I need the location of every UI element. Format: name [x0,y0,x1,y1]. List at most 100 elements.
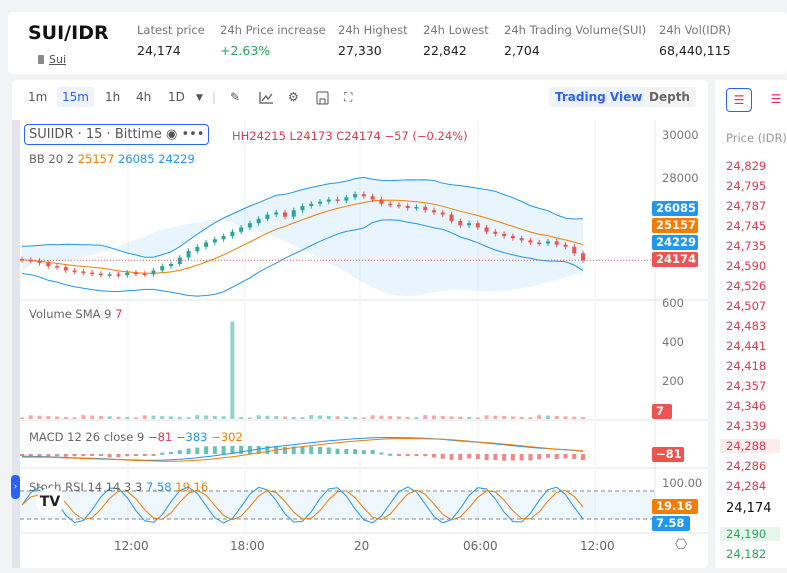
more-icon[interactable]: ••• [181,127,205,142]
candle [370,196,375,200]
volume-bar [28,415,33,419]
volume-bar [177,416,182,419]
indicator-icon[interactable] [259,91,274,104]
macd-histogram-bar [353,449,358,454]
candle [335,199,340,201]
macd-histogram-bar [125,454,130,457]
stat-low: 24h Lowest 22,842 [423,23,489,58]
ask-row[interactable]: 24,507 [726,299,767,313]
price-axis-label: 30000 [662,128,699,142]
candle [502,233,507,237]
ask-row[interactable]: 24,735 [726,239,767,253]
ask-row[interactable]: 24,346 [726,399,767,413]
chevron-down-icon[interactable]: ▼ [196,93,203,103]
volume-axis-label: 600 [662,296,684,310]
macd-histogram-bar [440,454,445,459]
volume-bar [423,415,428,419]
macd-histogram-bar [265,446,270,454]
volume-bar [204,415,209,419]
ask-row[interactable]: 24,418 [726,359,767,373]
macd-histogram-bar [204,446,209,454]
time-axis-label: 06:00 [463,539,498,553]
tab-trading-view[interactable]: Trading View [549,87,649,107]
volume-bar [239,417,244,419]
volume-bar [396,416,401,419]
candle [221,236,226,240]
interval-15m[interactable]: 15m [57,87,94,107]
coin-link[interactable]: Sui [38,53,66,66]
ask-row[interactable]: 24,441 [726,339,767,353]
chart-settings-icon[interactable]: ⎔ [675,537,688,553]
macd-histogram-bar [256,446,261,454]
candle [414,207,419,209]
interval-1h[interactable]: 1h [105,90,121,104]
ask-row[interactable]: 24,590 [726,259,767,273]
ask-row[interactable]: 24,745 [726,219,767,233]
ask-row[interactable]: 24,795 [726,179,767,193]
volume-bar [186,417,191,419]
tab-depth[interactable]: Depth [643,87,696,107]
candle [353,194,358,198]
candle [318,201,323,204]
bid-row[interactable]: 24,182 [726,547,767,561]
candle [98,273,103,276]
order-book: ☰ ☰ Price (IDR) 24,829 24,795 24,787 24,745… [715,80,787,568]
coin-name[interactable]: Sui [49,53,67,66]
volume-bar [370,415,375,419]
fullscreen-icon[interactable]: ⛶ [344,90,353,104]
ask-row[interactable]: 24,483 [726,319,767,333]
candle [160,266,165,271]
volume-bar [563,416,568,419]
ask-row[interactable]: 24,286 [726,459,767,473]
ask-row[interactable]: 24,829 [726,159,767,173]
macd-histogram-bar [545,454,550,458]
bb-lower-line [21,219,584,297]
orderbook-view-asks-button[interactable]: ☰ [770,92,782,106]
volume-bar [107,416,112,419]
bb-upper-tag: 26085 [652,201,698,216]
macd-histogram-bar [37,454,42,456]
candle [177,257,182,264]
draw-icon[interactable]: ✎ [230,90,241,104]
volume-bar [151,415,156,419]
stat-high: 24h Highest 27,330 [338,23,408,58]
macd-histogram-bar [563,454,568,459]
ask-row[interactable]: 24,357 [726,379,767,393]
interval-1d[interactable]: 1D [168,90,185,104]
expand-toolbar-button[interactable]: › [11,475,20,499]
ask-row[interactable]: 24,339 [726,419,767,433]
ask-row[interactable]: 24,526 [726,279,767,293]
candle [116,274,121,276]
ask-row[interactable]: 24,787 [726,199,767,213]
ask-row[interactable]: 24,284 [726,479,767,493]
volume-bar [212,415,217,419]
volume-bar [318,415,323,419]
time-axis-label: 12:00 [114,539,149,553]
eye-icon[interactable]: ◉ [165,127,178,142]
ask-row[interactable]: 24,288 [720,439,780,453]
interval-4h[interactable]: 4h [136,90,152,104]
candle [169,264,174,267]
bb-upper-line [21,176,584,258]
candle [133,272,138,275]
save-icon[interactable] [316,91,329,105]
volume-bar [510,416,515,419]
macd-histogram-bar [370,450,375,454]
candle [563,244,568,247]
macd-histogram-bar [212,446,217,454]
candle [326,199,331,202]
volume-bar [335,416,340,419]
stoch-k-tag: 7.58 [652,516,690,531]
macd-histogram-bar [81,454,86,457]
symbol-legend[interactable]: SUIIDR · 15 · Bittime ◉ ••• [24,124,210,145]
candle [125,272,130,276]
gear-icon[interactable]: ⚙ [288,90,299,104]
interval-1m[interactable]: 1m [28,90,48,104]
macd-histogram-bar [239,446,244,454]
stoch-band [20,491,655,519]
candle [282,212,287,217]
bid-row[interactable]: 24,190 [720,527,780,541]
orderbook-view-both-button[interactable]: ☰ [726,88,752,112]
macd-histogram-bar [160,452,165,455]
